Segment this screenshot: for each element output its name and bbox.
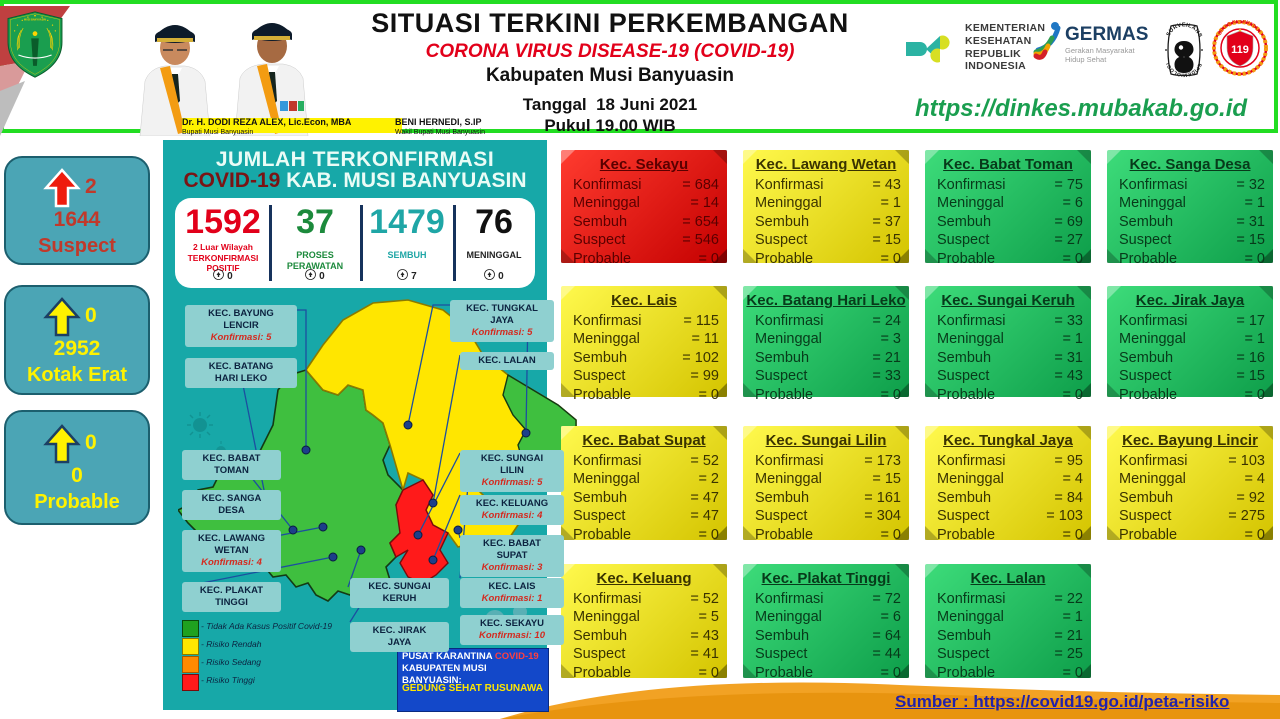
- svg-text:119: 119: [1231, 44, 1249, 56]
- svg-text:SURVEILANS: SURVEILANS: [1166, 22, 1203, 38]
- svg-text:MUSI BANYUASIN: MUSI BANYUASIN: [24, 18, 46, 21]
